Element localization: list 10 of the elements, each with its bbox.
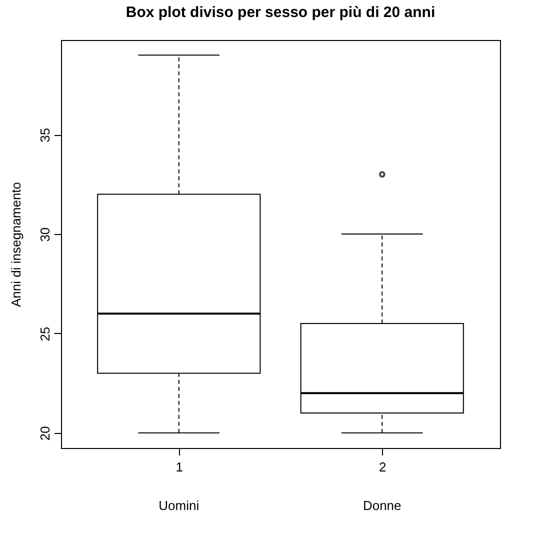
- y-tick-label: 25: [38, 326, 52, 342]
- y-tick-label: 30: [38, 227, 52, 242]
- y-tick-label: 20: [38, 426, 52, 441]
- x-tick-label: 2: [379, 460, 386, 474]
- text: Uomini: [158, 498, 200, 513]
- y-tick-label: 35: [38, 128, 52, 142]
- text: Donne: [362, 498, 402, 513]
- chart-title: Box plot diviso per sesso per più di 20 anni: [126, 4, 436, 21]
- y-axis-title: Anni di insegnamento: [8, 182, 24, 308]
- x-tick-label: 1: [176, 460, 183, 474]
